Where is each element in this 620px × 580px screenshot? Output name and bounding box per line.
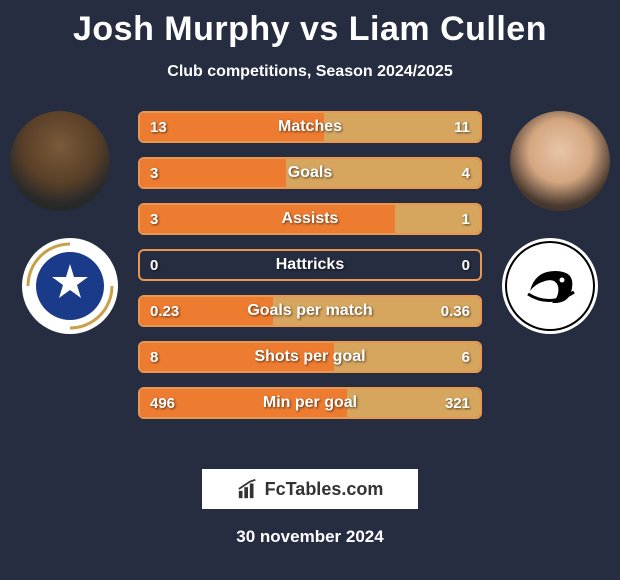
right-club-logo	[500, 236, 600, 336]
stat-row: 3Assists1	[138, 203, 482, 235]
stat-label: Matches	[140, 118, 480, 136]
stat-bars: 13Matches11 3Goals4 3Assists1 0Hattricks0 0.…	[138, 111, 482, 433]
stat-row: 8Shots per goal6	[138, 341, 482, 373]
page-title: Josh Murphy vs Liam Cullen	[0, 0, 620, 49]
comparison-content: 13Matches11 3Goals4 3Assists1 0Hattricks0 0.…	[0, 111, 620, 451]
left-club-logo	[20, 236, 120, 336]
stat-value-right: 0	[462, 257, 470, 274]
stat-value-right: 321	[445, 395, 470, 412]
stat-label: Assists	[140, 210, 480, 228]
stat-label: Goals per match	[140, 302, 480, 320]
chart-icon	[237, 478, 259, 500]
brand-logo: FcTables.com	[202, 469, 418, 509]
stat-value-right: 1	[462, 211, 470, 228]
brand-text: FcTables.com	[265, 479, 384, 500]
right-player-avatar	[510, 111, 610, 211]
stat-label: Goals	[140, 164, 480, 182]
stat-label: Min per goal	[140, 394, 480, 412]
footer-date: 30 november 2024	[0, 527, 620, 547]
left-player-avatar	[10, 111, 110, 211]
page-subtitle: Club competitions, Season 2024/2025	[0, 63, 620, 81]
stat-row: 3Goals4	[138, 157, 482, 189]
stat-value-right: 11	[454, 119, 470, 136]
stat-row: 13Matches11	[138, 111, 482, 143]
stat-value-right: 4	[462, 165, 470, 182]
stat-row: 0Hattricks0	[138, 249, 482, 281]
stat-label: Hattricks	[140, 256, 480, 274]
stat-value-right: 0.36	[441, 303, 470, 320]
stat-row: 496Min per goal321	[138, 387, 482, 419]
stat-row: 0.23Goals per match0.36	[138, 295, 482, 327]
stat-label: Shots per goal	[140, 348, 480, 366]
stat-value-right: 6	[462, 349, 470, 366]
